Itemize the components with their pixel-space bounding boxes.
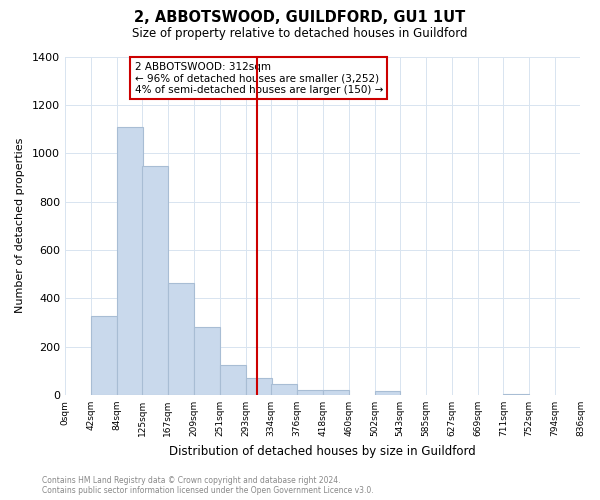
Bar (168, 283, 194, 395)
Bar (503, 394, 529, 395)
Bar (271, 384, 297, 395)
Bar (91, 316, 117, 395)
Bar (142, 166, 168, 395)
Bar (220, 364, 245, 395)
Bar (117, 126, 143, 395)
Bar (194, 326, 220, 395)
Text: 2 ABBOTSWOOD: 312sqm
← 96% of detached houses are smaller (3,252)
4% of semi-det: 2 ABBOTSWOOD: 312sqm ← 96% of detached h… (134, 62, 383, 95)
Bar (323, 390, 349, 395)
Bar (297, 390, 323, 395)
Y-axis label: Number of detached properties: Number of detached properties (15, 138, 25, 314)
Text: 2, ABBOTSWOOD, GUILDFORD, GU1 1UT: 2, ABBOTSWOOD, GUILDFORD, GU1 1UT (134, 10, 466, 25)
Text: Contains HM Land Registry data © Crown copyright and database right 2024.
Contai: Contains HM Land Registry data © Crown c… (42, 476, 374, 495)
Bar (245, 378, 272, 395)
X-axis label: Distribution of detached houses by size in Guildford: Distribution of detached houses by size … (169, 444, 476, 458)
Text: Size of property relative to detached houses in Guildford: Size of property relative to detached ho… (132, 28, 468, 40)
Bar (374, 392, 400, 395)
